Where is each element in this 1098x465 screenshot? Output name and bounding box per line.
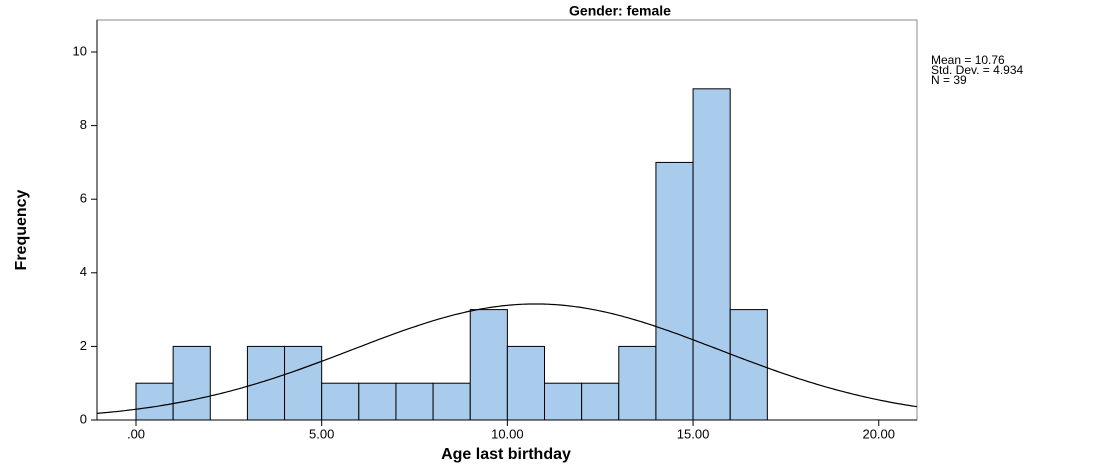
chart-title: Gender: female bbox=[569, 3, 671, 19]
bar bbox=[135, 382, 174, 421]
bar bbox=[655, 161, 694, 421]
bar bbox=[321, 382, 360, 421]
x-tick-label: 10.00 bbox=[491, 426, 524, 441]
bar bbox=[246, 345, 286, 421]
y-tick-label: 10 bbox=[73, 43, 87, 58]
bar bbox=[172, 345, 211, 421]
bar bbox=[618, 345, 657, 421]
stat-label: N = 39 bbox=[931, 73, 967, 87]
bar bbox=[358, 382, 397, 421]
y-tick-label: 6 bbox=[80, 191, 87, 206]
bar bbox=[469, 309, 508, 421]
stat-label: Std. Dev. = 4.934 bbox=[931, 63, 1023, 77]
y-tick-label: 4 bbox=[80, 264, 87, 279]
bar bbox=[544, 382, 583, 421]
stat-label: Mean = 10.76 bbox=[931, 53, 1005, 67]
normal-curve bbox=[96, 303, 918, 414]
y-tick-label: 8 bbox=[80, 117, 87, 132]
x-axis-title: Age last birthday bbox=[441, 446, 571, 463]
y-tick-label: 0 bbox=[80, 411, 87, 426]
bar bbox=[581, 382, 620, 421]
bar bbox=[692, 88, 731, 421]
bar bbox=[284, 345, 323, 421]
bar bbox=[395, 382, 434, 421]
bar bbox=[729, 309, 768, 421]
x-tick-label: 15.00 bbox=[677, 426, 710, 441]
bar bbox=[432, 382, 471, 421]
bar bbox=[506, 345, 546, 421]
x-tick-label: .00 bbox=[127, 426, 145, 441]
x-tick-label: 5.00 bbox=[309, 426, 334, 441]
x-tick-label: 20.00 bbox=[862, 426, 895, 441]
y-axis-title: Frequency bbox=[13, 189, 30, 270]
y-tick-label: 2 bbox=[80, 338, 87, 353]
